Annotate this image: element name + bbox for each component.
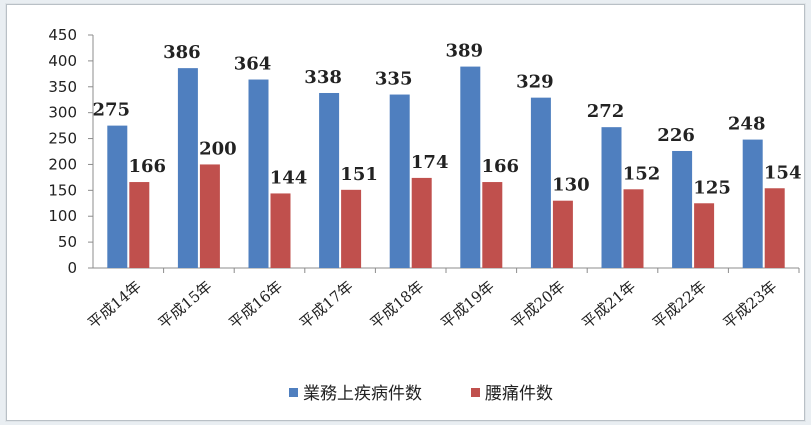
bar-occupational-disease bbox=[672, 150, 693, 268]
bar-occupational-disease bbox=[530, 97, 551, 268]
data-label-back-pain: 166 bbox=[482, 156, 520, 177]
data-label-occupational-disease: 226 bbox=[657, 125, 695, 146]
bar-occupational-disease bbox=[601, 127, 622, 268]
bar-back-pain bbox=[199, 164, 220, 268]
legend: 業務上疾病件数 腰痛件数 bbox=[289, 384, 553, 404]
data-label-back-pain: 125 bbox=[693, 177, 731, 198]
chart-frame: 0 50 100 150 200 250 300 350 400 450 275 386 364 338… bbox=[6, 4, 805, 421]
bar-back-pain bbox=[694, 203, 715, 268]
data-label-occupational-disease: 389 bbox=[446, 41, 484, 62]
bar-chart: 0 50 100 150 200 250 300 350 400 450 275 386 364 338… bbox=[48, 26, 802, 404]
category-label: 平成21年 bbox=[578, 277, 639, 332]
category-label: 平成23年 bbox=[720, 277, 781, 332]
data-label-back-pain: 200 bbox=[199, 138, 237, 159]
bar-back-pain bbox=[764, 188, 785, 268]
data-label-occupational-disease: 386 bbox=[163, 42, 201, 63]
category-label: 平成16年 bbox=[225, 277, 286, 332]
bar-back-pain bbox=[270, 193, 291, 268]
data-label-back-pain: 152 bbox=[623, 163, 661, 184]
data-label-occupational-disease: 338 bbox=[304, 67, 342, 88]
category-label: 平成18年 bbox=[367, 277, 428, 332]
y-tick-label: 400 bbox=[48, 52, 77, 70]
bar-occupational-disease bbox=[107, 125, 128, 268]
bar-back-pain bbox=[129, 182, 150, 268]
bar-occupational-disease bbox=[389, 94, 410, 269]
data-label-occupational-disease: 335 bbox=[375, 69, 413, 90]
y-tick-label: 0 bbox=[67, 259, 77, 277]
bar-occupational-disease bbox=[742, 139, 763, 268]
category-label: 平成17年 bbox=[296, 277, 357, 332]
data-label-occupational-disease: 329 bbox=[516, 72, 554, 93]
data-label-back-pain: 144 bbox=[270, 167, 308, 188]
category-label: 平成14年 bbox=[84, 277, 145, 332]
data-label-back-pain: 174 bbox=[411, 152, 449, 173]
bar-back-pain bbox=[411, 177, 432, 268]
axes: 0 50 100 150 200 250 300 350 400 450 bbox=[48, 26, 800, 277]
data-label-back-pain: 130 bbox=[552, 175, 590, 196]
bars bbox=[107, 66, 785, 269]
legend-swatch-occupational-disease bbox=[289, 388, 298, 397]
data-label-occupational-disease: 275 bbox=[93, 100, 131, 121]
bar-occupational-disease bbox=[460, 66, 481, 268]
data-label-occupational-disease: 364 bbox=[234, 54, 272, 75]
bar-back-pain bbox=[341, 189, 362, 268]
y-tick-label: 450 bbox=[48, 26, 77, 44]
legend-label-occupational-disease: 業務上疾病件数 bbox=[303, 384, 422, 404]
y-tick-label: 250 bbox=[48, 130, 77, 148]
data-label-occupational-disease: 248 bbox=[728, 114, 766, 135]
category-label: 平成15年 bbox=[155, 277, 216, 332]
legend-swatch-back-pain bbox=[471, 388, 480, 397]
data-label-back-pain: 166 bbox=[129, 156, 167, 177]
data-label-back-pain: 154 bbox=[764, 162, 802, 183]
bar-occupational-disease bbox=[177, 68, 198, 268]
y-tick-label: 200 bbox=[48, 155, 77, 173]
bar-back-pain bbox=[552, 200, 573, 268]
category-label: 平成20年 bbox=[508, 277, 569, 332]
category-labels: 平成14年 平成15年 平成16年 平成17年 平成18年 平成19年 平成20年 平成21年… bbox=[84, 277, 780, 332]
y-tick-label: 300 bbox=[48, 104, 77, 122]
bar-occupational-disease bbox=[248, 79, 269, 268]
y-tick-label: 50 bbox=[58, 233, 77, 251]
category-label: 平成19年 bbox=[437, 277, 498, 332]
bar-back-pain bbox=[482, 182, 503, 268]
bar-occupational-disease bbox=[319, 92, 340, 268]
category-label: 平成22年 bbox=[649, 277, 710, 332]
data-label-back-pain: 151 bbox=[340, 164, 378, 185]
legend-label-back-pain: 腰痛件数 bbox=[485, 384, 553, 404]
bar-back-pain bbox=[623, 189, 644, 268]
y-tick-label: 350 bbox=[48, 78, 77, 96]
data-labels: 275 386 364 338 335 389 329 272 226 248 166 200 144 1… bbox=[93, 41, 802, 199]
y-tick-label: 100 bbox=[48, 207, 77, 225]
data-label-occupational-disease: 272 bbox=[587, 101, 625, 122]
y-tick-label: 150 bbox=[48, 181, 77, 199]
